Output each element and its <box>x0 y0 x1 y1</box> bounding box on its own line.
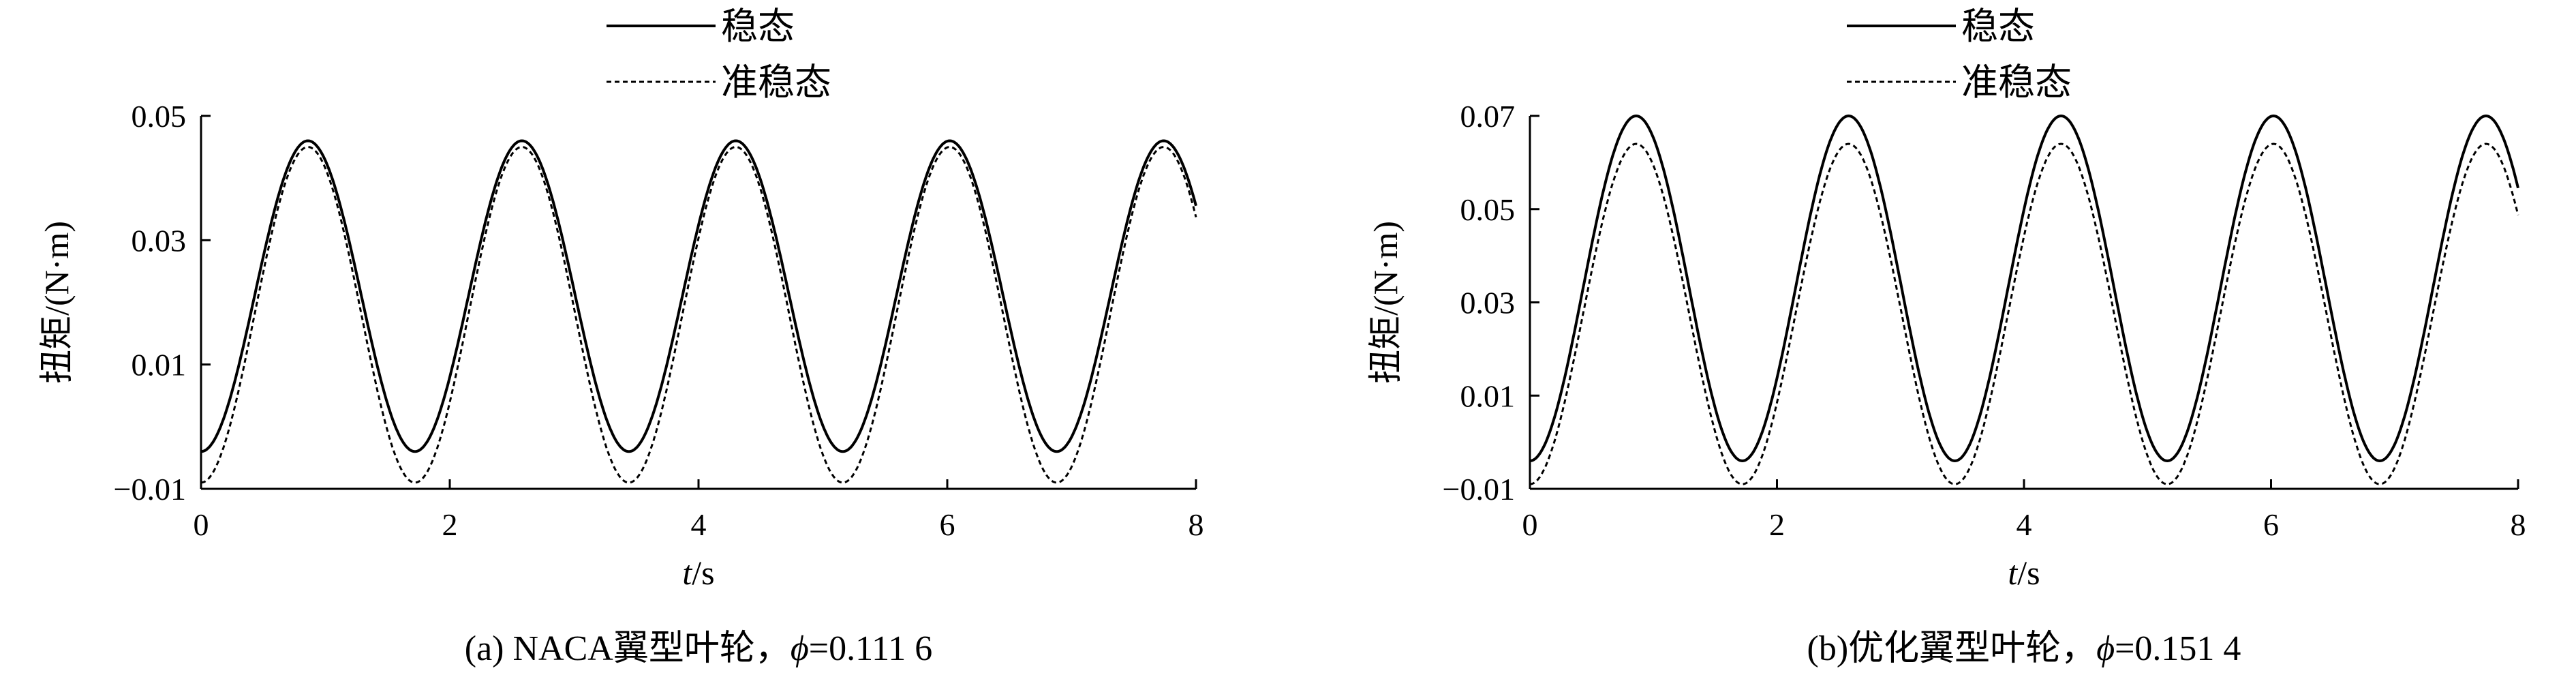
series-line-quasi-steady <box>1529 142 2519 485</box>
y-axis-label: 扭矩/(N·m) <box>1366 221 1405 384</box>
x-tick-label: 0 <box>194 507 209 542</box>
x-tick-label: 4 <box>691 507 707 542</box>
chart-b: 0 2 4 6 8 −0.01 0.01 0.03 0.05 0.07 t/s 扭矩/(N·m) 稳态准… <box>1366 5 2526 668</box>
y-tick-label: 0.05 <box>132 99 187 134</box>
x-tick-label: 6 <box>2263 507 2279 542</box>
x-axis-label-unit: /s <box>692 554 714 592</box>
series-line-steady <box>1529 114 2519 463</box>
legend-label-quasi-steady: 准稳态 <box>1961 61 2072 104</box>
y-tick-label: 0.07 <box>1460 99 1516 134</box>
x-tick-label: 8 <box>2511 507 2526 542</box>
x-tick-label: 0 <box>1522 507 1538 542</box>
x-tick-label: 2 <box>442 507 458 542</box>
chart-caption: (a) NACA翼型叶轮，ϕ=0.111 6 <box>465 629 932 668</box>
y-tick-label: 0.03 <box>132 223 187 258</box>
caption-text: =0.111 6 <box>809 629 932 668</box>
caption-phi-symbol: ϕ <box>2096 629 2115 668</box>
caption-text: =0.151 4 <box>2115 629 2241 668</box>
series-line-quasi-steady <box>200 146 1197 484</box>
caption-text: (a) NACA翼型叶轮， <box>465 629 791 668</box>
y-tick-label: 0.01 <box>132 348 187 382</box>
x-axis-label-var: t <box>2008 554 2018 592</box>
caption-phi-symbol: ϕ <box>791 629 809 668</box>
x-tick-label: 8 <box>1189 507 1204 542</box>
series-line-steady <box>200 139 1197 453</box>
x-tick-label: 4 <box>2017 507 2032 542</box>
legend-label-quasi-steady: 准稳态 <box>721 61 831 104</box>
y-tick-label: 0.01 <box>1460 378 1516 413</box>
y-axis-label: 扭矩/(N·m) <box>37 221 76 384</box>
legend-label-steady: 稳态 <box>721 5 795 48</box>
x-axis-label: t/s <box>682 554 714 592</box>
x-tick-label: 6 <box>940 507 955 542</box>
x-axis-label: t/s <box>2008 554 2040 592</box>
x-axis-label-var: t <box>682 554 692 592</box>
y-tick-label: −0.01 <box>1443 472 1515 507</box>
y-tick-label: −0.01 <box>114 472 186 507</box>
y-tick-label: 0.05 <box>1460 192 1516 227</box>
legend-label-steady: 稳态 <box>1961 5 2035 48</box>
caption-text: (b)优化翼型叶轮， <box>1807 629 2097 668</box>
chart-caption: (b)优化翼型叶轮，ϕ=0.151 4 <box>1807 629 2241 668</box>
x-axis-label-unit: /s <box>2017 554 2040 592</box>
x-tick-label: 2 <box>1769 507 1785 542</box>
y-tick-label: 0.03 <box>1460 286 1516 320</box>
